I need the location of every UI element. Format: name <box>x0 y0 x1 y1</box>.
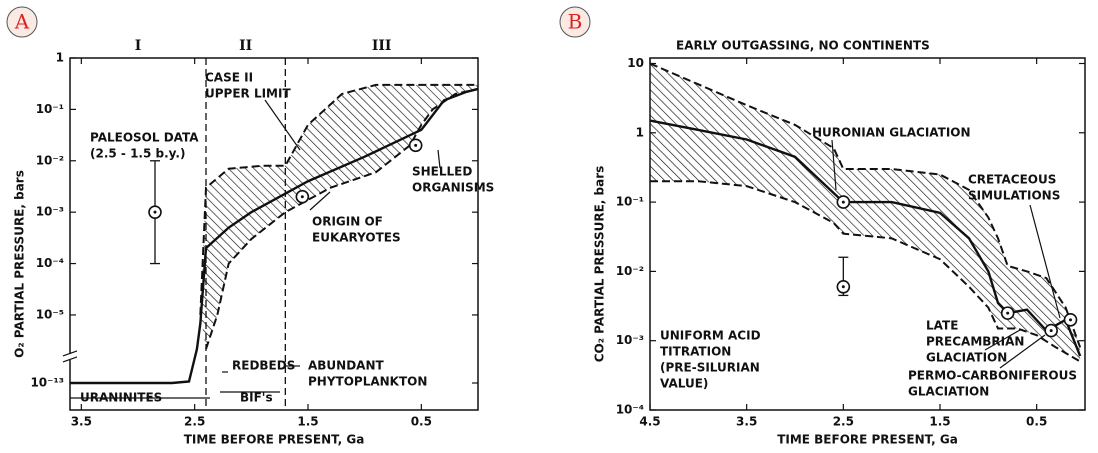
data-point-dot <box>1049 329 1053 333</box>
series-line <box>650 180 1081 363</box>
region-label: I <box>135 38 142 54</box>
pointer-line <box>437 149 441 169</box>
series-line <box>205 87 479 350</box>
data-point-dot <box>841 200 845 204</box>
region-label: III <box>372 38 392 54</box>
annotation: LATE <box>926 319 958 333</box>
annotation: UPPER LIMIT <box>205 87 291 101</box>
data-point-dot <box>1069 318 1072 322</box>
y-tick-label: 10⁻¹ <box>616 195 644 209</box>
y-tick-label: 1 <box>56 51 64 65</box>
y-tick-label: 10⁻⁴ <box>36 256 64 270</box>
panel-label: B <box>568 10 583 34</box>
annotation: CASE II <box>205 71 253 85</box>
series-line <box>649 119 1082 357</box>
y-tick-label: 10⁻³ <box>36 205 64 219</box>
series-line <box>649 62 1082 348</box>
x-tick-label: 2.5 <box>833 415 854 429</box>
data-point-dot <box>414 143 418 147</box>
annotation: PERMO-CARBONIFEROUS <box>908 369 1077 383</box>
x-tick-label: 2.5 <box>184 415 205 429</box>
plot-frame <box>649 57 1086 411</box>
data-point-dot <box>300 195 304 199</box>
annotation: BIF's <box>240 391 273 405</box>
annotation: UNIFORM ACID <box>660 329 761 343</box>
y-tick-label: 10⁻⁴ <box>616 403 644 417</box>
pointer-line <box>984 329 1021 351</box>
y-axis-label: O₂ PARTIAL PRESSURE, bars <box>13 170 27 358</box>
annotation: GLACIATION <box>908 385 989 399</box>
panel: B 4.5 3.5 2.5 1.5 0.5 10⁻⁴ 10⁻³ 10⁻² 10⁻¹ 1 10 TIME … <box>559 6 1086 447</box>
annotation: PALEOSOL DATA <box>90 131 199 145</box>
data-point-dot <box>153 210 157 214</box>
pointer-line <box>264 99 301 151</box>
annotation: EUKARYOTES <box>312 231 401 245</box>
y-tick-label: 10⁻¹ <box>36 102 64 116</box>
hatched-band <box>650 63 1081 362</box>
data-point-dot <box>1006 311 1010 315</box>
panel: A 3.5 2.5 1.5 0.5 10⁻¹³ 10⁻⁵ 10⁻⁴ 10⁻³ 10⁻² 10⁻¹ 1 T… <box>6 6 494 447</box>
pointer-line <box>999 334 1046 369</box>
annotation: VALUE) <box>660 377 708 391</box>
axis-break <box>62 350 78 363</box>
y-tick-label: 10⁻² <box>36 153 64 167</box>
region-label: II <box>239 38 252 54</box>
annotation: SHELLED <box>412 165 472 179</box>
pointer-line <box>831 139 837 191</box>
x-tick-label: 4.5 <box>639 415 660 429</box>
y-tick-label: 10⁻² <box>616 264 644 278</box>
y-tick-label: 10⁻¹³ <box>30 376 64 390</box>
axis-break-gap <box>66 353 74 360</box>
annotation: TITRATION <box>660 345 731 359</box>
annotation: REDBEDS <box>232 359 295 373</box>
series-line <box>70 87 479 385</box>
series-line <box>199 83 478 316</box>
annotation: ORGANISMS <box>412 181 494 195</box>
pointer-line <box>309 191 331 211</box>
annotation: ABUNDANT <box>308 359 385 373</box>
x-tick-label: 0.5 <box>411 415 432 429</box>
annotation: CRETACEOUS <box>968 173 1056 187</box>
panel-label-circle <box>6 6 38 38</box>
plot-frame <box>69 57 479 411</box>
y-tick-label: 10⁻⁵ <box>36 307 64 321</box>
annotation: EARLY OUTGASSING, NO CONTINENTS <box>676 39 930 53</box>
x-axis-label: TIME BEFORE PRESENT, Ga <box>777 433 958 447</box>
panel-label: A <box>14 10 30 34</box>
x-axis-label: TIME BEFORE PRESENT, Ga <box>184 433 365 447</box>
data-point-dot <box>841 285 845 289</box>
hatched-band <box>200 84 479 349</box>
annotation: ORIGIN OF <box>312 215 383 229</box>
annotation: GLACIATION <box>926 351 1007 365</box>
x-tick-label: 3.5 <box>71 415 92 429</box>
y-axis-label: CO₂ PARTIAL PRESSURE, bars <box>593 166 607 363</box>
x-tick-label: 1.5 <box>929 415 950 429</box>
annotation: HURONIAN GLACIATION <box>812 126 971 140</box>
y-tick-label: 1 <box>636 125 644 139</box>
x-tick-label: 0.5 <box>1026 415 1047 429</box>
annotation: PRECAMBRIAN <box>926 335 1024 349</box>
annotation: (PRE-SILURIAN <box>660 361 760 375</box>
x-tick-label: 3.5 <box>736 415 757 429</box>
pointer-line <box>1029 204 1061 319</box>
annotation: SIMULATIONS <box>968 189 1060 203</box>
y-tick-label: 10⁻³ <box>616 333 644 347</box>
annotation: (2.5 - 1.5 b.y.) <box>90 147 185 161</box>
annotation: PHYTOPLANKTON <box>308 375 427 389</box>
x-tick-label: 1.5 <box>297 415 318 429</box>
panel-label-circle <box>559 6 591 38</box>
y-tick-label: 10 <box>627 56 644 70</box>
annotation: URANINITES <box>80 391 162 405</box>
